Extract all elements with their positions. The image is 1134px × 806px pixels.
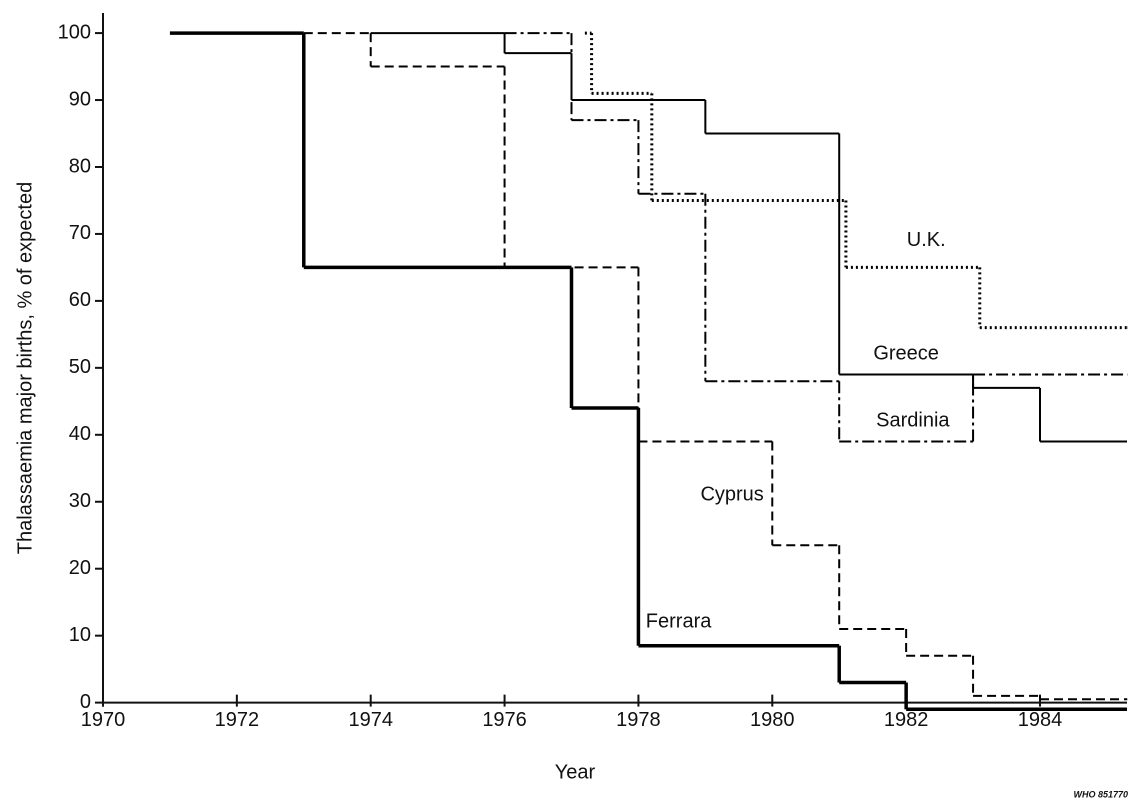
y-tick-label: 40 — [69, 423, 91, 445]
figure-note: WHO 851770 — [1073, 789, 1128, 799]
y-tick-label: 10 — [69, 624, 91, 646]
x-tick-label: 1978 — [616, 709, 661, 731]
y-tick-label: 50 — [69, 356, 91, 378]
y-axis-label: Thalassaemia major births, % of expected — [14, 182, 36, 554]
y-tick-label: 20 — [69, 557, 91, 579]
x-tick-label: 1982 — [884, 709, 929, 731]
x-tick-label: 1972 — [215, 709, 260, 731]
x-tick-label: 1976 — [482, 709, 527, 731]
y-tick-label: 90 — [69, 88, 91, 110]
y-tick-label: 80 — [69, 155, 91, 177]
series-label: U.K. — [907, 229, 946, 251]
series-label: Cyprus — [700, 483, 763, 505]
y-tick-label: 70 — [69, 222, 91, 244]
y-tick-label: 60 — [69, 289, 91, 311]
x-tick-label: 1970 — [81, 709, 126, 731]
series-label: Greece — [873, 343, 939, 365]
series-label: Sardinia — [876, 410, 950, 432]
y-tick-label: 30 — [69, 490, 91, 512]
y-tick-label: 100 — [58, 21, 91, 43]
x-tick-label: 1980 — [750, 709, 795, 731]
x-axis-label: Year — [555, 761, 596, 783]
x-tick-label: 1984 — [1018, 709, 1063, 731]
x-tick-label: 1974 — [348, 709, 393, 731]
series-label: Ferrara — [646, 611, 712, 633]
y-tick-label: 0 — [80, 691, 91, 713]
